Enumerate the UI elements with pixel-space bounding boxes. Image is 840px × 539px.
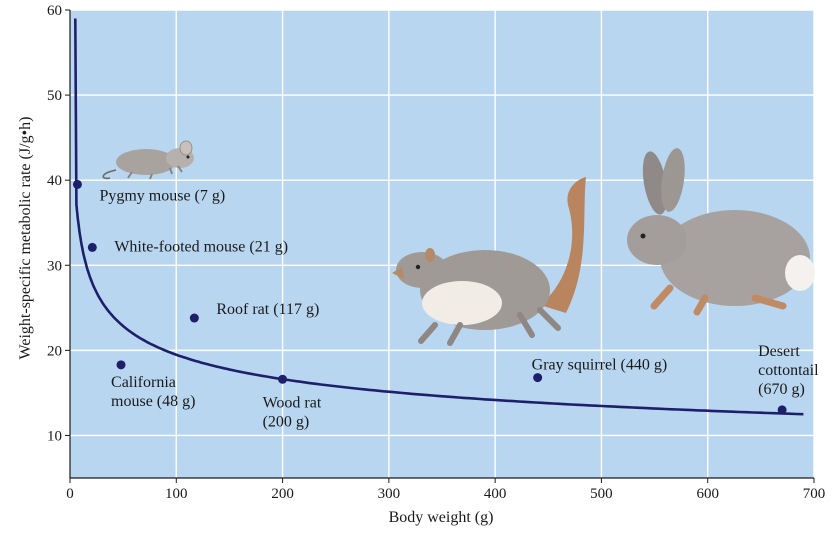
x-tick-label: 300 bbox=[378, 486, 401, 502]
x-tick-label: 100 bbox=[165, 486, 188, 502]
x-tick-label: 0 bbox=[66, 486, 74, 502]
data-labels: Pygmy mouse (7 g) White-footed mouse (21 … bbox=[99, 187, 819, 430]
y-tick-label: 10 bbox=[47, 428, 62, 444]
x-tick-label: 700 bbox=[803, 486, 826, 502]
data-label: California bbox=[111, 374, 176, 391]
fit-curve bbox=[74, 18, 804, 416]
y-axis-title: Weight-specific metabolic rate (J/g•h) bbox=[17, 117, 34, 360]
y-tick-labels: 10 20 30 40 50 60 bbox=[47, 3, 62, 444]
data-label: Gray squirrel (440 g) bbox=[532, 357, 668, 374]
y-tick-label: 30 bbox=[47, 258, 62, 274]
data-point bbox=[533, 373, 543, 383]
y-tick-label: 40 bbox=[47, 173, 62, 189]
gray-squirrel-illustration bbox=[392, 177, 586, 346]
data-points bbox=[72, 179, 787, 415]
data-label: mouse (48 g) bbox=[111, 393, 195, 410]
data-label: White-footed mouse (21 g) bbox=[114, 238, 288, 255]
pygmy-mouse-illustration bbox=[102, 140, 194, 180]
data-label: (670 g) bbox=[758, 381, 805, 398]
x-tick-label: 600 bbox=[696, 486, 719, 502]
y-tick-label: 50 bbox=[47, 88, 62, 104]
data-label: Pygmy mouse (7 g) bbox=[99, 187, 225, 204]
data-point bbox=[777, 405, 787, 415]
data-label: Desert bbox=[758, 343, 800, 360]
data-label: Roof rat (117 g) bbox=[216, 301, 319, 318]
data-point bbox=[87, 242, 97, 252]
data-point bbox=[72, 179, 82, 189]
x-tick-label: 400 bbox=[484, 486, 507, 502]
y-tick-label: 20 bbox=[47, 343, 62, 359]
data-label: Wood rat bbox=[263, 394, 322, 411]
desert-cottontail-illustration bbox=[627, 148, 815, 316]
x-tick-label: 200 bbox=[271, 486, 294, 502]
data-label: (200 g) bbox=[263, 413, 310, 430]
animal-illustrations bbox=[102, 140, 815, 346]
y-tick-label: 60 bbox=[47, 3, 62, 19]
data-point bbox=[116, 360, 126, 370]
data-point bbox=[278, 374, 288, 384]
data-label: cottontail bbox=[758, 362, 819, 379]
axes bbox=[65, 9, 815, 483]
data-point bbox=[189, 313, 199, 323]
x-tick-label: 500 bbox=[590, 486, 613, 502]
x-tick-labels: 0 100 200 300 400 500 600 700 bbox=[66, 486, 825, 502]
x-axis-title: Body weight (g) bbox=[389, 509, 494, 526]
